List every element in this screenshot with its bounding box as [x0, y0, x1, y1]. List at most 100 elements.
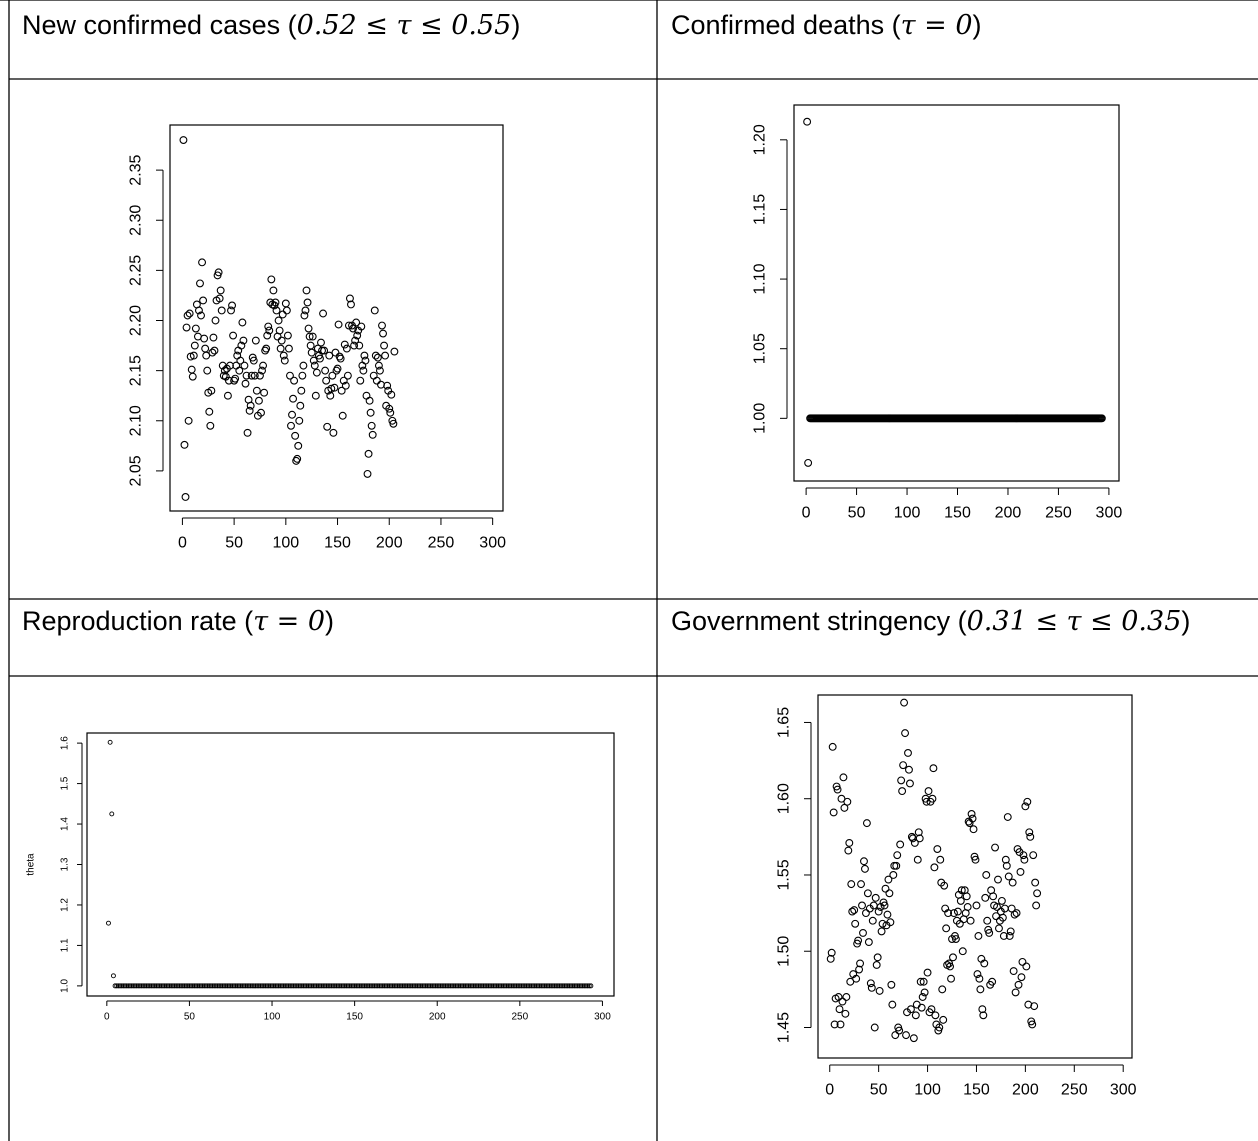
- data-point: [338, 983, 344, 989]
- data-point: [958, 947, 967, 956]
- data-point: [208, 983, 214, 989]
- data-point: [267, 275, 276, 284]
- data-point: [586, 983, 592, 989]
- data-point: [887, 980, 896, 989]
- data-point: [588, 983, 594, 989]
- data-point: [993, 903, 1001, 911]
- data-point: [180, 440, 189, 449]
- data-point: [231, 983, 237, 989]
- header-text: Confirmed deaths (: [671, 10, 901, 40]
- data-point: [280, 356, 289, 365]
- data-point: [571, 983, 577, 989]
- data-point: [938, 985, 947, 994]
- data-point: [319, 983, 325, 989]
- data-point: [291, 431, 300, 440]
- data-point: [170, 983, 176, 989]
- data-point: [950, 909, 958, 918]
- data-point: [244, 983, 250, 989]
- data-point: [854, 936, 863, 945]
- data-point: [466, 983, 472, 989]
- data-point: [856, 959, 865, 968]
- data-point: [243, 428, 252, 437]
- data-point: [953, 907, 962, 916]
- data-point: [484, 983, 490, 989]
- header-text: Government stringency (: [671, 606, 967, 636]
- data-point: [360, 351, 369, 360]
- data-point: [374, 361, 383, 370]
- data-point: [263, 331, 272, 340]
- data-point: [190, 341, 199, 350]
- data-point: [459, 983, 465, 989]
- data-point: [259, 983, 265, 989]
- data-point: [107, 739, 113, 745]
- data-point: [1014, 980, 1023, 989]
- data-point: [322, 983, 328, 989]
- data-point: [165, 983, 171, 989]
- data-point: [581, 983, 587, 989]
- data-point: [279, 351, 288, 360]
- data-point: [494, 983, 500, 989]
- data-point: [980, 959, 989, 968]
- data-point: [372, 376, 381, 385]
- data-point: [888, 1000, 897, 1009]
- data-point: [885, 889, 894, 898]
- data-point: [266, 983, 272, 989]
- data-point: [899, 761, 908, 770]
- data-point: [297, 983, 303, 989]
- data-point: [145, 983, 151, 989]
- header-text: New confirmed cases (: [22, 10, 297, 40]
- y-tick-label: 1.6: [60, 736, 71, 750]
- data-point: [329, 983, 334, 989]
- header-math: τ = 0: [253, 606, 326, 637]
- data-point: [245, 406, 254, 415]
- data-point: [206, 983, 212, 989]
- data-point: [1018, 957, 1027, 966]
- data-point: [191, 983, 197, 989]
- data-point: [497, 983, 503, 989]
- data-point: [309, 983, 315, 989]
- data-point: [471, 983, 477, 989]
- data-point: [341, 381, 350, 390]
- data-point: [267, 983, 273, 989]
- data-point: [183, 983, 189, 989]
- data-point: [188, 372, 197, 381]
- data-point: [848, 907, 857, 916]
- header-text: ): [1181, 606, 1191, 636]
- y-tick-label: 1.45: [776, 1012, 793, 1043]
- data-point: [877, 927, 886, 936]
- data-point: [155, 983, 161, 989]
- header-math: 0.52 ≤ τ ≤ 0.55: [296, 10, 512, 41]
- data-point: [1029, 851, 1038, 860]
- x-tick-label: 100: [894, 505, 921, 522]
- data-point: [211, 983, 217, 989]
- data-point: [981, 893, 990, 902]
- data-point: [540, 983, 546, 989]
- data-point: [330, 383, 339, 392]
- data-point: [320, 983, 326, 989]
- data-point: [911, 1011, 920, 1020]
- data-point: [421, 983, 427, 989]
- data-point: [828, 742, 837, 751]
- data-point: [353, 983, 359, 989]
- data-point: [351, 336, 360, 345]
- data-point: [184, 416, 193, 425]
- data-point: [332, 983, 338, 989]
- data-point: [1012, 909, 1021, 918]
- data-point: [552, 983, 557, 989]
- data-point: [1028, 1020, 1037, 1029]
- x-tick-label: 0: [104, 1012, 110, 1023]
- data-point: [565, 983, 571, 989]
- data-point: [256, 983, 262, 989]
- data-point: [897, 776, 906, 785]
- data-point: [283, 331, 292, 340]
- data-point: [218, 983, 224, 989]
- data-point: [923, 968, 932, 977]
- data-point: [238, 983, 244, 989]
- header-text: ): [972, 10, 982, 40]
- data-point: [286, 371, 294, 380]
- data-point: [457, 983, 463, 989]
- data-point: [548, 983, 554, 989]
- data-point: [929, 764, 938, 773]
